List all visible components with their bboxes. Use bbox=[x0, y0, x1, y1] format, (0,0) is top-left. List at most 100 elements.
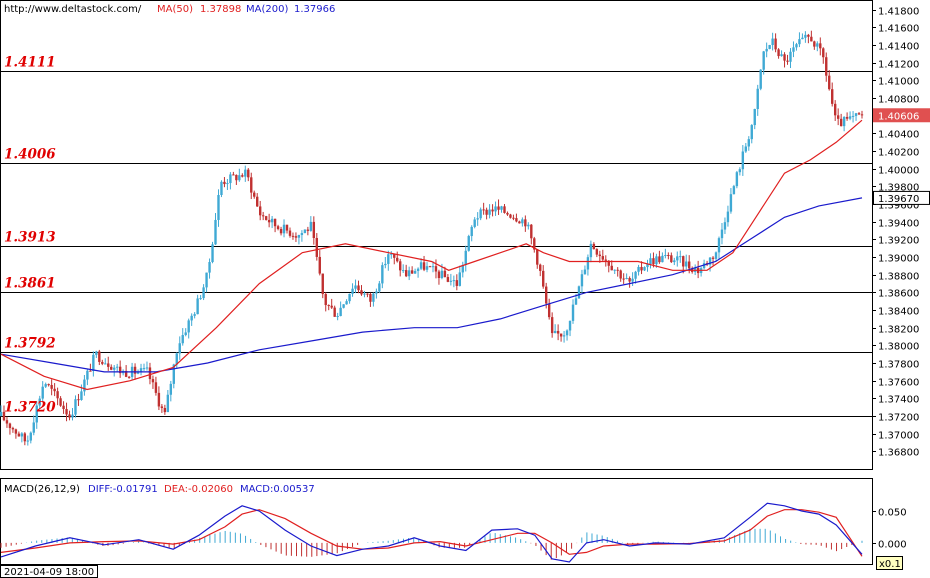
candle-body bbox=[14, 429, 18, 434]
candle-body bbox=[476, 218, 479, 220]
macd-pane[interactable]: MACD(26,12,9) DIFF:-0.01791 DEA:-0.02060… bbox=[0, 478, 873, 565]
candle-body bbox=[68, 414, 71, 418]
candle-body bbox=[133, 366, 137, 374]
candle-body bbox=[354, 285, 357, 289]
candle-body bbox=[640, 266, 643, 271]
last-price-tag bbox=[873, 108, 930, 123]
candle-body bbox=[92, 354, 95, 372]
candle-body bbox=[264, 216, 268, 220]
zoom-box[interactable] bbox=[876, 556, 903, 570]
candle-body bbox=[59, 398, 62, 406]
candle-body bbox=[83, 379, 86, 392]
price-pane[interactable]: 1.4111 1.4006 1.3913 1.3861 1.3792 1.3720 htt… bbox=[0, 0, 873, 470]
candle-body bbox=[372, 293, 375, 302]
candle-body bbox=[801, 37, 804, 40]
candle-body bbox=[190, 315, 193, 321]
price-tick-label: 1.41200 bbox=[878, 60, 919, 71]
candle-body bbox=[729, 194, 733, 212]
candle-body bbox=[482, 209, 485, 211]
price-tick-label: 1.40000 bbox=[878, 166, 919, 177]
date-readout: 2021-04-09 18:00 bbox=[0, 565, 98, 578]
candle-body bbox=[220, 181, 223, 195]
candle-body bbox=[616, 269, 619, 271]
candle-body bbox=[649, 258, 652, 264]
candle-body bbox=[232, 174, 235, 176]
candle-body bbox=[634, 271, 637, 279]
candle-body bbox=[345, 301, 348, 305]
candle-body bbox=[446, 277, 450, 282]
candle-body bbox=[226, 183, 229, 185]
candle-body bbox=[711, 257, 715, 259]
price-axis[interactable]: 1.41800 1.41600 1.41400 1.41200 1.41000 1.408… bbox=[872, 7, 930, 459]
candle-body bbox=[53, 388, 56, 392]
candle-body bbox=[285, 224, 289, 231]
candle-body bbox=[393, 253, 396, 258]
macd-label: MACD(26,12,9) bbox=[4, 484, 80, 495]
candle-body bbox=[288, 230, 292, 236]
candle-body bbox=[822, 48, 825, 58]
candle-body bbox=[512, 217, 515, 219]
candle-body bbox=[592, 243, 596, 250]
candle-body bbox=[211, 244, 214, 263]
candle-body bbox=[0, 411, 3, 417]
candle-body bbox=[154, 382, 158, 393]
candle-body bbox=[768, 45, 771, 49]
price-tick-label: 1.39600 bbox=[878, 201, 919, 212]
candle-body bbox=[813, 41, 816, 47]
candle-body bbox=[562, 335, 566, 337]
candle-body bbox=[547, 303, 551, 318]
zoom-control[interactable]: x0.1 bbox=[876, 556, 903, 571]
candle-body bbox=[604, 259, 607, 261]
candle-body bbox=[315, 237, 318, 257]
ma50-label: MA(50) bbox=[157, 4, 193, 15]
site-url[interactable]: http://www.deltastock.com/ bbox=[4, 4, 142, 15]
candle-body bbox=[157, 392, 161, 407]
candle-body bbox=[378, 283, 381, 292]
candle-body bbox=[637, 266, 640, 272]
candle-body bbox=[545, 286, 548, 304]
candle-body bbox=[619, 270, 622, 279]
candle-body bbox=[708, 257, 712, 265]
candle-body bbox=[136, 372, 140, 374]
candle-body bbox=[807, 34, 810, 37]
price-tick-label: 1.41400 bbox=[878, 42, 919, 53]
level-label-2: 1.3913 bbox=[4, 230, 56, 246]
candle-body bbox=[247, 169, 250, 178]
candle-body bbox=[473, 219, 476, 227]
candle-body bbox=[816, 43, 819, 47]
zoom-label[interactable]: x0.1 bbox=[879, 559, 901, 570]
candle-body bbox=[795, 44, 798, 48]
price-tick-label: 1.41000 bbox=[878, 77, 919, 88]
candle-body bbox=[124, 370, 128, 377]
candle-body bbox=[261, 215, 265, 217]
candle-body bbox=[804, 34, 807, 38]
candle-body bbox=[521, 219, 524, 224]
candle-body bbox=[628, 277, 631, 282]
candle-body bbox=[530, 224, 533, 239]
macd-dea-line bbox=[0, 509, 863, 557]
candle-body bbox=[342, 304, 345, 308]
candle-body bbox=[258, 206, 262, 216]
candle-body bbox=[443, 270, 447, 278]
candle-body bbox=[470, 226, 473, 237]
candle-body bbox=[524, 219, 527, 227]
candle-body bbox=[792, 47, 795, 52]
candle-body bbox=[193, 314, 196, 316]
candle-body bbox=[270, 218, 274, 223]
candle-body bbox=[145, 367, 149, 369]
candle-body bbox=[384, 263, 387, 266]
candle-body bbox=[589, 243, 593, 258]
candle-body bbox=[786, 60, 789, 62]
candle-body bbox=[366, 293, 369, 295]
price-tick-label: 1.38200 bbox=[878, 325, 919, 336]
candle-body bbox=[238, 175, 241, 181]
candle-body bbox=[750, 125, 753, 140]
candle-body bbox=[833, 103, 837, 116]
candle-body bbox=[26, 440, 30, 442]
candle-body bbox=[410, 270, 414, 274]
candle-body bbox=[214, 219, 217, 245]
candle-body bbox=[789, 51, 792, 62]
candle-body bbox=[250, 177, 253, 193]
candle-body bbox=[217, 194, 220, 220]
